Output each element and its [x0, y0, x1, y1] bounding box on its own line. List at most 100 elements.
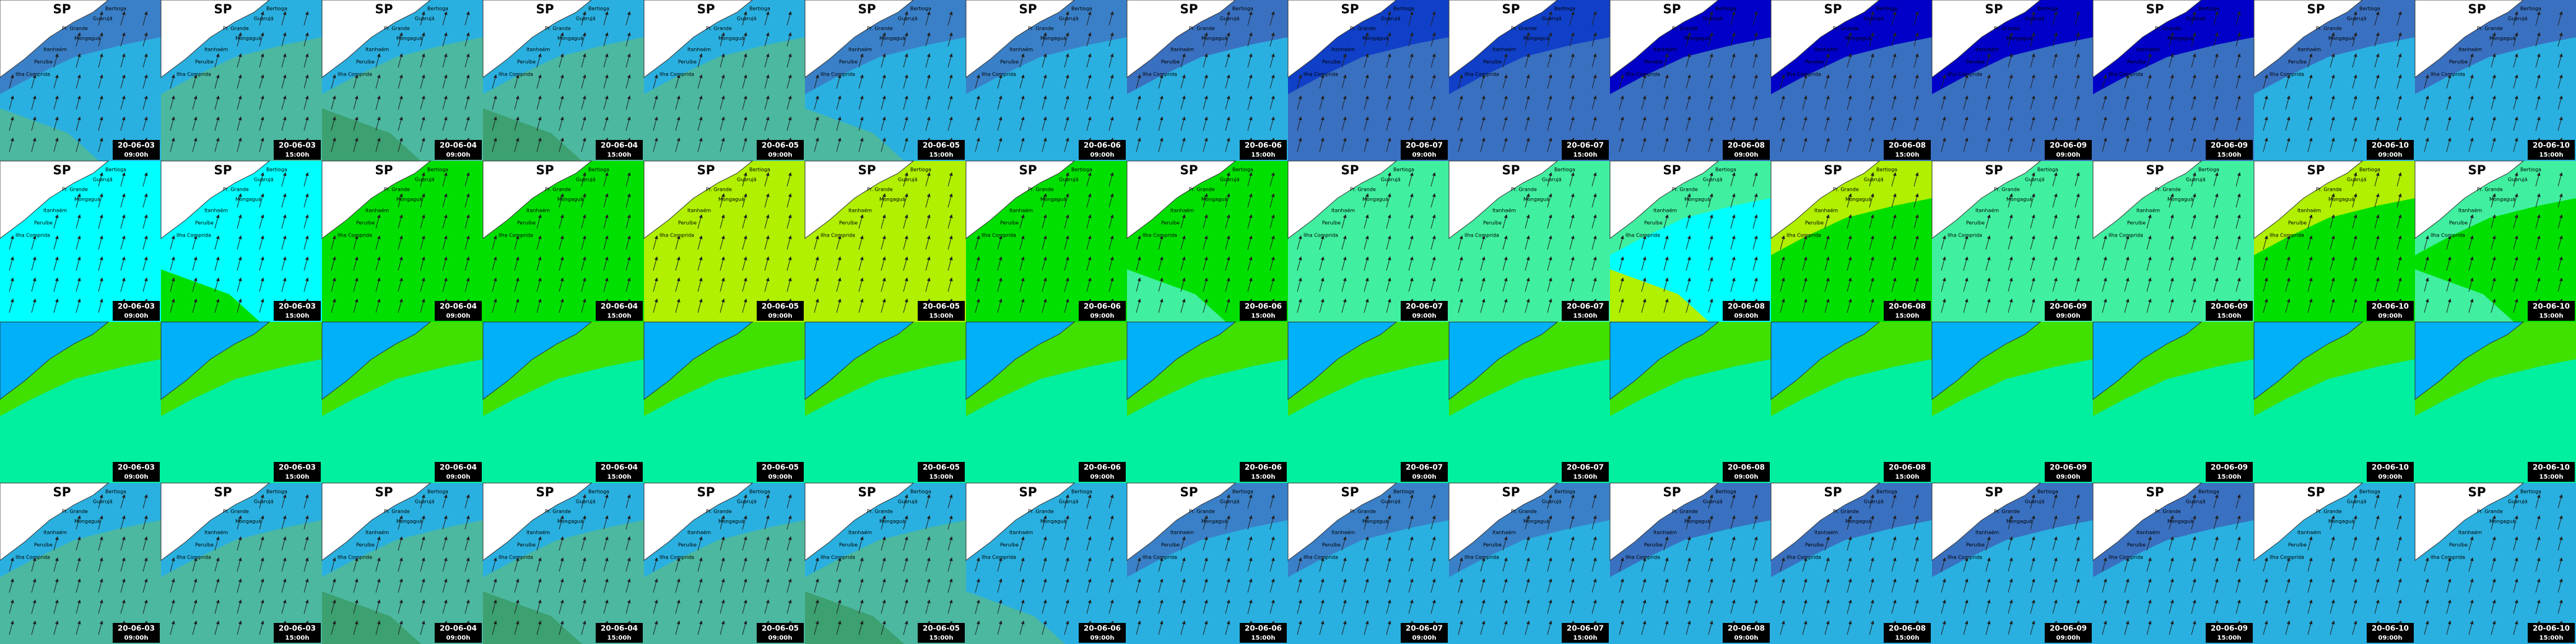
wind-arrow [2191, 95, 2196, 110]
wind-arrow [1525, 32, 1530, 47]
place-label: Bertioga [588, 6, 609, 12]
land [1931, 0, 2041, 78]
wind-arrow [1752, 116, 1758, 131]
wind-arrow [420, 53, 425, 68]
place-label: Peruíbe [1966, 542, 1985, 548]
place-label: Pr. Grande [2477, 26, 2503, 32]
place-label: Itanhaém [1975, 207, 1999, 214]
wind-arrow [464, 74, 470, 89]
wind-arrow [1502, 137, 1508, 152]
wind-arrow [836, 95, 842, 110]
wind-arrow [903, 53, 908, 68]
sea-patch [1288, 108, 1387, 161]
wind-arrow [2191, 32, 2196, 47]
wind-arrow [1225, 95, 1230, 110]
wind-arrow [1480, 95, 1486, 110]
wind-arrow [2030, 74, 2035, 89]
wind-arrow [1480, 74, 1486, 89]
wind-arrow [375, 95, 381, 110]
place-label: Itanhaém [1975, 529, 1999, 536]
wind-arrow [2074, 116, 2080, 131]
place-label: Pr. Grande [1994, 509, 2020, 515]
date-label: 20-06-06 [1084, 624, 1121, 633]
wind-arrow [442, 116, 448, 131]
map-tile: 20-06-07 15:00h [1448, 321, 1610, 483]
place-label: Itanhaém [2136, 46, 2160, 53]
place-label: Peruíbe [678, 59, 697, 65]
wind-arrow [536, 116, 542, 131]
wind-arrow [675, 137, 681, 152]
wind-arrow [720, 116, 725, 131]
land [321, 0, 431, 78]
place-label: Guarujá [2186, 16, 2206, 22]
wind-arrow [1203, 53, 1208, 68]
wind-arrow [1869, 32, 1874, 47]
land [1609, 0, 1719, 78]
wind-arrow [1569, 11, 1575, 26]
wind-arrow [1064, 32, 1069, 47]
place-label: Ilha Comprida [1464, 72, 1499, 77]
wind-arrow [1913, 53, 1919, 68]
date-box [918, 140, 965, 160]
wind-arrow [603, 116, 609, 131]
wind-arrow [2102, 116, 2107, 131]
wind-arrow [559, 53, 564, 68]
wind-arrow [1547, 11, 1552, 26]
place-label: Mongaguá [2167, 197, 2193, 202]
map-tile: SP Bertioga Guarujá Pr. Grande Mongaguá Itanh… [0, 0, 161, 161]
place-label: Itanhaém [1492, 207, 1516, 214]
wind-arrow [1108, 116, 1114, 131]
place-label: Bertioga [266, 167, 287, 173]
place-label: Bertioga [427, 489, 448, 495]
wind-arrow [170, 74, 175, 89]
wind-arrow [2374, 53, 2380, 68]
place-label: Itanhaém [2458, 529, 2482, 536]
wind-arrow [2213, 116, 2219, 131]
map-title: SP [2307, 485, 2325, 500]
wind-arrow [814, 137, 819, 152]
wind-arrow [559, 32, 564, 47]
place-label: Pr. Grande [223, 187, 249, 193]
place-label: Itanhaém [1170, 207, 1194, 214]
wind-arrow [947, 53, 953, 68]
wind-arrow [2052, 116, 2058, 131]
wind-arrow [1136, 116, 1141, 131]
wind-arrow [375, 74, 381, 89]
place-label: Guarujá [1381, 177, 1401, 183]
wind-arrow [375, 116, 381, 131]
place-label: Peruíbe [1000, 59, 1019, 65]
place-label: Guarujá [254, 177, 274, 183]
wind-arrow [2330, 32, 2335, 47]
place-label: Mongaguá [1040, 519, 1066, 524]
map-tile: SP Bertioga Guarujá Pr. Grande Mongaguá Itanh… [2253, 482, 2415, 644]
place-label: Pr. Grande [2316, 509, 2342, 515]
place-label: Bertioga [588, 489, 609, 495]
wind-arrow [1269, 11, 1275, 26]
date-label: 20-06-10 [2372, 624, 2409, 633]
wind-arrow [1458, 137, 1463, 152]
wind-arrow [1824, 53, 1830, 68]
wind-arrow [1386, 11, 1391, 26]
wind-arrow [1780, 74, 1785, 89]
wind-arrow [2213, 11, 2219, 26]
map-title: SP [1019, 2, 1037, 17]
wind-arrow [2191, 137, 2196, 152]
wind-arrow [2213, 32, 2219, 47]
place-label: Mongaguá [879, 519, 905, 524]
wind-arrow [603, 53, 609, 68]
wind-arrow [1064, 137, 1069, 152]
wind-arrow [214, 137, 220, 152]
place-label: Guarujá [2508, 177, 2528, 183]
wind-arrow [1319, 116, 1325, 131]
map-tile: SP Bertioga Guarujá Pr. Grande Mongaguá Itanh… [2414, 160, 2576, 322]
wind-arrow [98, 95, 103, 110]
place-label: Bertioga [1715, 167, 1736, 173]
wind-arrow [625, 53, 631, 68]
time-label: 15:00h [929, 474, 954, 481]
place-label: Bertioga [105, 6, 126, 12]
date-box [1240, 140, 1287, 160]
wind-arrow [1086, 74, 1092, 89]
wind-arrow [1086, 11, 1092, 26]
wind-arrow [925, 74, 931, 89]
